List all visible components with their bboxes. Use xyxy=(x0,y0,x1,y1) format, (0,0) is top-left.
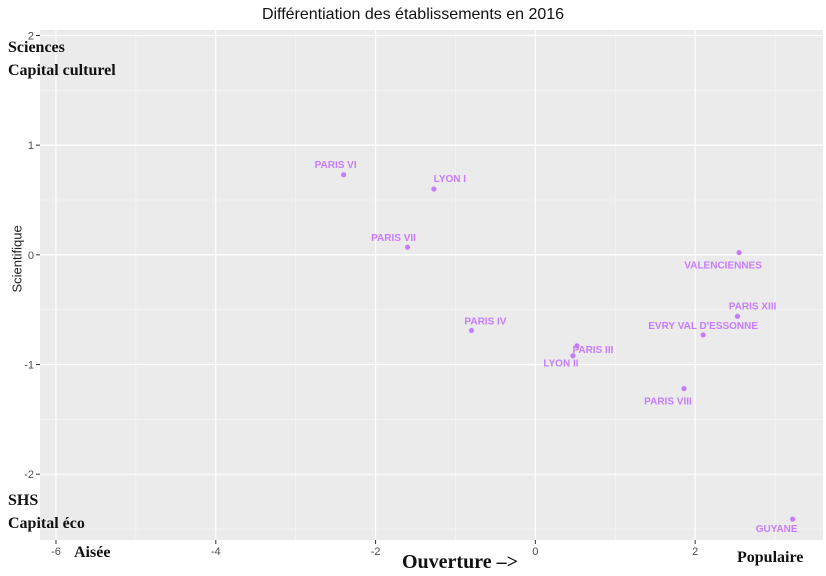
plot-panel xyxy=(40,30,823,540)
y-tick-label: -1 xyxy=(24,360,34,372)
data-point xyxy=(736,250,742,256)
x-tick-label: 2 xyxy=(692,546,698,558)
data-point-label: PARIS IV xyxy=(464,317,506,328)
annotation-aisee: Aisée xyxy=(74,544,111,561)
data-point xyxy=(574,343,580,349)
y-axis-label: Scientifique xyxy=(9,225,25,293)
y-tick-label: 1 xyxy=(28,140,34,152)
data-point-label: LYON II xyxy=(543,359,578,370)
y-tick-label: 2 xyxy=(28,30,34,42)
data-point-label: EVRY VAL D'ESSONNE xyxy=(648,321,758,332)
data-point xyxy=(734,313,741,319)
annotation-capital-culturel: Capital culturel xyxy=(8,62,116,79)
y-tick-label: 0 xyxy=(28,250,34,262)
x-tick-label: 0 xyxy=(532,546,538,558)
data-point-label: PARIS VIII xyxy=(644,397,692,408)
data-point xyxy=(570,353,576,359)
data-point xyxy=(404,244,411,250)
data-point-label: GUYANE xyxy=(756,524,798,535)
data-point xyxy=(790,516,796,522)
annotation-populaire: Populaire xyxy=(737,549,804,566)
annotation-sciences: Sciences xyxy=(8,39,65,56)
data-point-label: PARIS III xyxy=(572,345,613,356)
y-tick-label: -2 xyxy=(24,469,34,481)
data-point xyxy=(468,327,475,334)
annotation-capital-eco: Capital éco xyxy=(8,515,85,532)
x-axis-label: Ouverture –> xyxy=(402,551,519,573)
data-point-label: PARIS VII xyxy=(371,233,416,244)
x-tick-label: -6 xyxy=(51,546,61,558)
x-tick-label: -4 xyxy=(211,546,221,558)
x-tick-label: -2 xyxy=(371,546,381,558)
data-point xyxy=(700,332,706,338)
annotation-shs: SHS xyxy=(8,492,39,509)
data-point-label: PARIS VI xyxy=(315,160,357,171)
data-point xyxy=(431,186,437,192)
data-point-label: LYON I xyxy=(434,174,467,185)
data-point-label: PARIS XIII xyxy=(729,301,777,312)
data-point xyxy=(681,386,687,392)
data-point xyxy=(341,172,347,178)
data-point-label: VALENCIENNES xyxy=(684,261,762,272)
chart-title: Différentiation des établissements en 20… xyxy=(261,6,565,23)
